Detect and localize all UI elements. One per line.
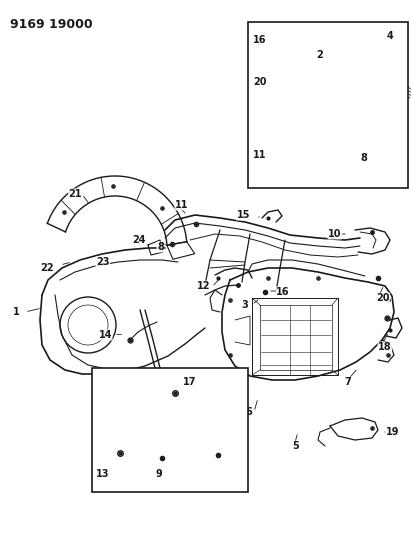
Text: 15: 15 (236, 210, 250, 220)
Text: 8: 8 (360, 153, 367, 163)
Text: 23: 23 (96, 257, 109, 267)
Text: 2: 2 (316, 50, 323, 60)
Text: 3: 3 (241, 300, 248, 310)
Text: 20: 20 (253, 77, 266, 87)
Text: 4: 4 (387, 31, 394, 41)
Text: 12: 12 (196, 281, 210, 291)
Text: 1: 1 (13, 307, 20, 317)
Text: 13: 13 (96, 469, 109, 479)
Text: 19: 19 (386, 427, 399, 437)
Text: 20: 20 (376, 293, 390, 303)
Text: 5: 5 (292, 441, 299, 451)
Text: 21: 21 (69, 189, 82, 199)
Bar (248, 22, 408, 188)
Text: 10: 10 (328, 229, 342, 239)
Text: 16: 16 (253, 35, 266, 45)
Bar (92, 368, 248, 492)
Text: 11: 11 (253, 150, 266, 160)
Text: 22: 22 (41, 263, 54, 273)
Text: 6: 6 (245, 407, 252, 417)
Text: 18: 18 (378, 342, 392, 352)
Text: 24: 24 (132, 235, 145, 245)
Text: 17: 17 (183, 377, 196, 387)
Text: 9169 19000: 9169 19000 (10, 18, 92, 31)
Text: 8: 8 (157, 242, 164, 252)
Text: 9: 9 (155, 469, 162, 479)
Text: 16: 16 (276, 287, 289, 297)
Text: 7: 7 (344, 377, 351, 387)
Text: 14: 14 (99, 330, 112, 340)
Text: 11: 11 (175, 200, 189, 210)
